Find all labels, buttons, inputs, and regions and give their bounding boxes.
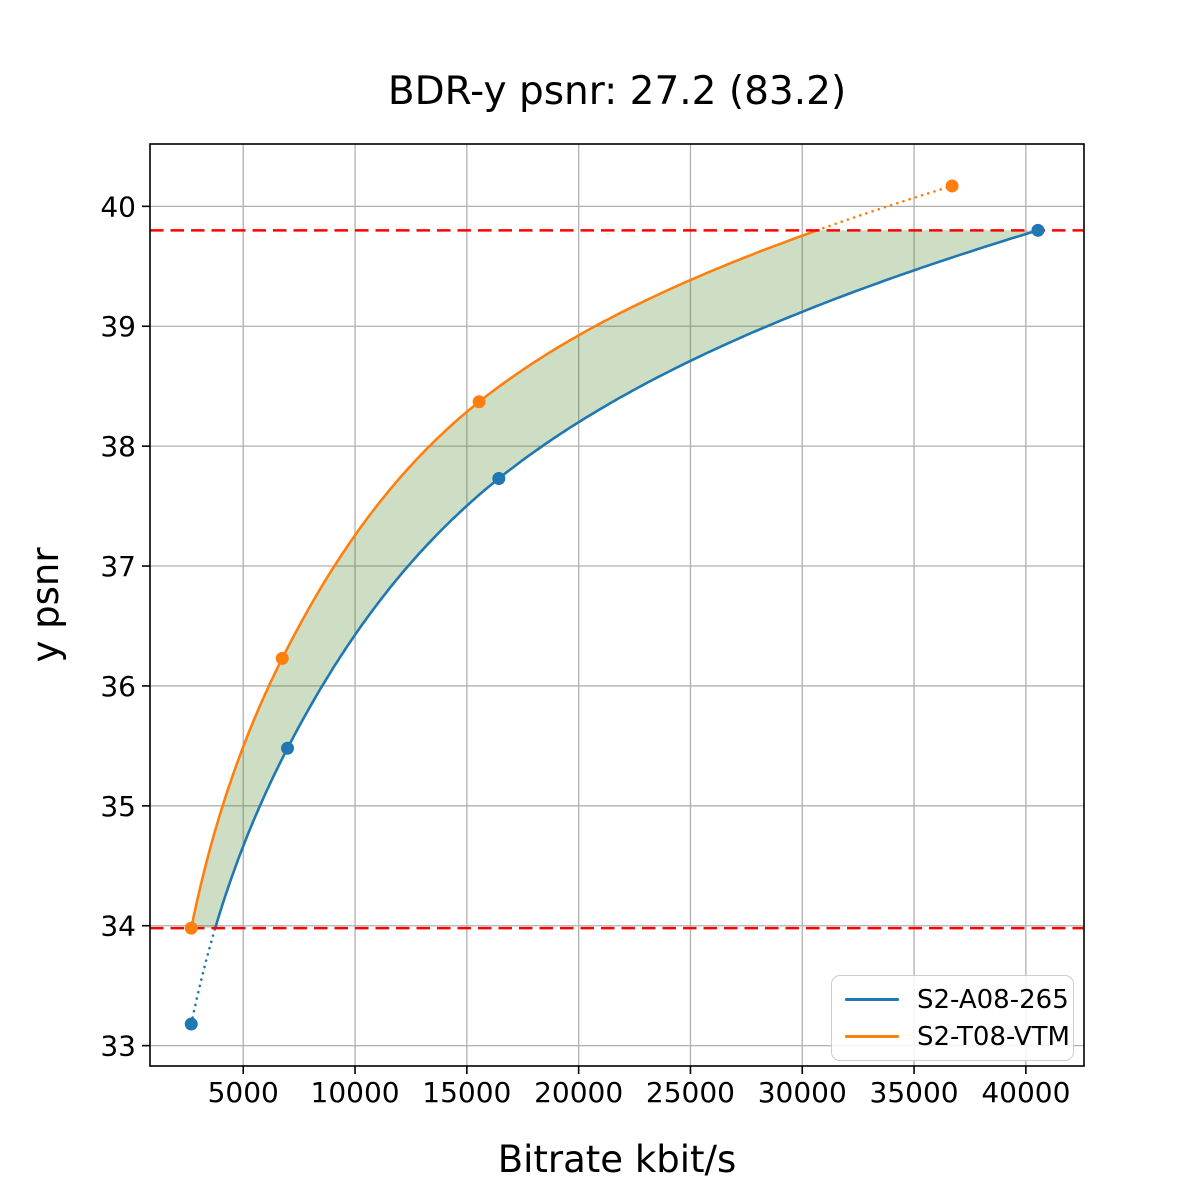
series-S2-T08-VTM	[190, 184, 954, 929]
y-tick-label: 37	[100, 550, 136, 583]
legend-line-sample-icon	[845, 1035, 899, 1038]
data-point-marker	[1031, 223, 1045, 237]
y-tick-label: 38	[100, 430, 136, 463]
plot-frame	[149, 143, 1085, 1067]
x-tick-label: 25000	[646, 1076, 735, 1109]
x-tick-label: 30000	[758, 1076, 847, 1109]
data-point-marker	[184, 1017, 198, 1031]
y-tick-label: 35	[100, 790, 136, 823]
x-tick-label: 20000	[534, 1076, 623, 1109]
x-tick-label: 10000	[311, 1076, 400, 1109]
x-axis-label: Bitrate kbit/s	[497, 1138, 737, 1181]
series-curve	[214, 229, 1039, 929]
series-curve	[190, 229, 818, 929]
x-tick-label: 5000	[208, 1076, 279, 1109]
x-tick-label: 40000	[981, 1076, 1070, 1109]
legend-label: S2-A08-265	[917, 984, 1069, 1015]
y-tick-label: 36	[100, 670, 136, 703]
series-curve-dotted	[815, 184, 954, 232]
chart-title: BDR-y psnr: 27.2 (83.2)	[387, 69, 847, 114]
data-point-marker	[184, 921, 198, 935]
legend-item: S2-A08-265	[832, 985, 1073, 1015]
y-tick-label: 40	[100, 190, 136, 223]
data-point-marker	[492, 472, 506, 486]
legend-line-sample-icon	[845, 998, 899, 1001]
legend-item: S2-T08-VTM	[832, 1022, 1073, 1052]
x-tick-label: 15000	[422, 1076, 511, 1109]
data-point-marker	[472, 395, 486, 409]
y-tick-label: 33	[100, 1030, 136, 1063]
legend: S2-A08-265 S2-T08-VTM	[831, 975, 1074, 1061]
data-point-marker	[945, 179, 959, 193]
data-point-marker	[275, 651, 289, 665]
data-point-marker	[281, 741, 295, 755]
y-axis-label: y psnr	[24, 547, 67, 663]
y-tick-label: 39	[100, 310, 136, 343]
y-tick-label: 34	[100, 910, 136, 943]
legend-label: S2-T08-VTM	[917, 1021, 1070, 1052]
x-tick-label: 35000	[870, 1076, 959, 1109]
series-S2-A08-265	[190, 229, 1039, 1026]
series-curve-dotted	[190, 926, 217, 1026]
bd-overlap-fill	[191, 230, 1038, 929]
